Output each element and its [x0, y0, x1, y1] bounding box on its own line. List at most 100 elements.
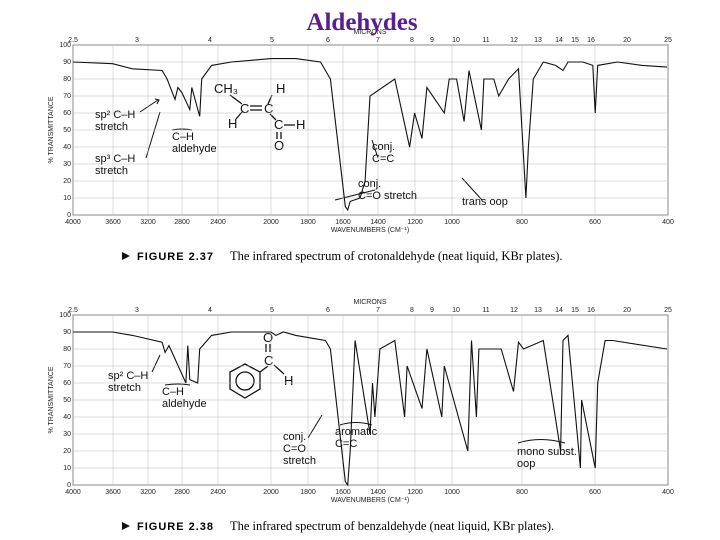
annotation: conj. — [283, 431, 306, 443]
micron-label: 6 — [326, 307, 330, 314]
x-tick-label: 3200 — [140, 219, 156, 226]
bonds — [229, 344, 285, 399]
y-tick-label: 80 — [63, 346, 71, 353]
annotation: stretch — [95, 165, 128, 177]
caption-number: FIGURE 2.38 — [137, 521, 214, 533]
annotation: C–H — [162, 386, 184, 398]
y-tick-label: 40 — [63, 144, 71, 151]
micron-label: 7 — [376, 37, 380, 44]
x-tick-label: 1800 — [300, 219, 316, 226]
micron-axis-title: MICRONS — [353, 299, 386, 306]
micron-label: 16 — [587, 37, 595, 44]
atom: H — [296, 117, 305, 132]
micron-label: 13 — [534, 37, 542, 44]
x-tick-label: 3600 — [105, 219, 121, 226]
atom: H — [228, 116, 237, 131]
micron-label: 15 — [571, 37, 579, 44]
micron-label: 7 — [376, 307, 380, 314]
x-axis-title: WAVENUMBERS (CM⁻¹) — [331, 497, 409, 504]
bonds — [229, 94, 295, 139]
y-tick-label: 30 — [63, 161, 71, 168]
micron-label: 2.5 — [68, 307, 78, 314]
slide-title: Aldehydes — [306, 9, 417, 36]
micron-label: 5 — [270, 307, 274, 314]
y-tick-label: 100 — [59, 42, 71, 49]
x-tick-label: 600 — [589, 219, 601, 226]
annotation: C–H — [172, 131, 194, 143]
annotation: conj. — [358, 178, 381, 190]
annotation: aldehyde — [162, 398, 207, 410]
spectrum-trace — [72, 58, 668, 212]
caption-text: The infrared spectrum of benzaldehyde (n… — [230, 519, 554, 533]
micron-label: 12 — [510, 37, 518, 44]
y-tick-label: 0 — [67, 482, 71, 489]
annotation: stretch — [283, 455, 316, 467]
y-tick-label: 30 — [63, 431, 71, 438]
y-tick-label: 60 — [63, 380, 71, 387]
micron-label: 5 — [270, 37, 274, 44]
y-axis-title: % TRANSMITTANCE — [48, 96, 55, 163]
atom: C — [264, 101, 273, 116]
micron-axis-title: MICRONS — [353, 29, 386, 36]
x-tick-label: 2800 — [174, 219, 190, 226]
atom: CH₃ — [214, 81, 238, 96]
micron-label: 8 — [410, 307, 414, 314]
annotation: C=O — [283, 443, 306, 455]
y-tick-label: 80 — [63, 76, 71, 83]
micron-label: 14 — [555, 307, 563, 314]
x-tick-label: 1000 — [444, 219, 460, 226]
annotation: sp² C–H — [108, 370, 148, 382]
micron-label: 25 — [664, 307, 672, 314]
annotation: C=C — [372, 153, 394, 165]
y-tick-label: 10 — [63, 195, 71, 202]
ring-circle — [235, 371, 255, 391]
x-tick-label: 2800 — [174, 489, 190, 496]
y-tick-label: 70 — [63, 363, 71, 370]
x-tick-label: 2000 — [263, 219, 279, 226]
micron-label: 16 — [587, 307, 595, 314]
y-tick-label: 50 — [63, 127, 71, 134]
micron-label: 4 — [208, 37, 212, 44]
x-tick-label: 4000 — [65, 219, 81, 226]
micron-label: 11 — [482, 37, 489, 44]
micron-label: 14 — [555, 37, 563, 44]
y-tick-label: 10 — [63, 465, 71, 472]
micron-label: 11 — [482, 307, 489, 314]
y-tick-label: 20 — [63, 448, 71, 455]
y-tick-label: 70 — [63, 93, 71, 100]
x-tick-label: 1400 — [370, 219, 386, 226]
atom: C — [240, 101, 249, 116]
micron-label: 2.5 — [68, 37, 78, 44]
x-tick-label: 1200 — [407, 219, 423, 226]
micron-label: 10 — [452, 307, 460, 314]
micron-label: 20 — [623, 307, 631, 314]
caption-number: FIGURE 2.37 — [137, 251, 214, 263]
micron-label: 4 — [208, 307, 212, 314]
atom: H — [284, 373, 293, 388]
annotation: C=O stretch — [358, 190, 417, 202]
atom: O — [274, 138, 284, 153]
micron-label: 25 — [664, 37, 672, 44]
micron-label: 10 — [452, 37, 460, 44]
x-tick-label: 1200 — [407, 489, 423, 496]
x-tick-label: 1800 — [300, 489, 316, 496]
annotation: sp³ C–H — [95, 153, 135, 165]
annotation: oop — [517, 458, 535, 470]
annotation: sp² C–H — [95, 109, 135, 121]
structure-crotonaldehyde: CH₃ H C C H C H O — [214, 81, 305, 153]
structure-benzaldehyde: C O H — [229, 330, 293, 399]
micron-label: 6 — [326, 37, 330, 44]
y-axis-title: % TRANSMITTANCE — [48, 366, 55, 433]
caption-marker — [122, 252, 130, 260]
y-tick-label: 40 — [63, 414, 71, 421]
x-tick-label: 400 — [662, 219, 674, 226]
atom: O — [263, 330, 273, 345]
x-tick-label: 2400 — [210, 219, 226, 226]
x-tick-label: 400 — [662, 489, 674, 496]
x-tick-label: 1600 — [335, 219, 351, 226]
annotation: mono subst. — [517, 446, 577, 458]
micron-label: 20 — [623, 37, 631, 44]
annotation: trans oop — [462, 196, 508, 208]
